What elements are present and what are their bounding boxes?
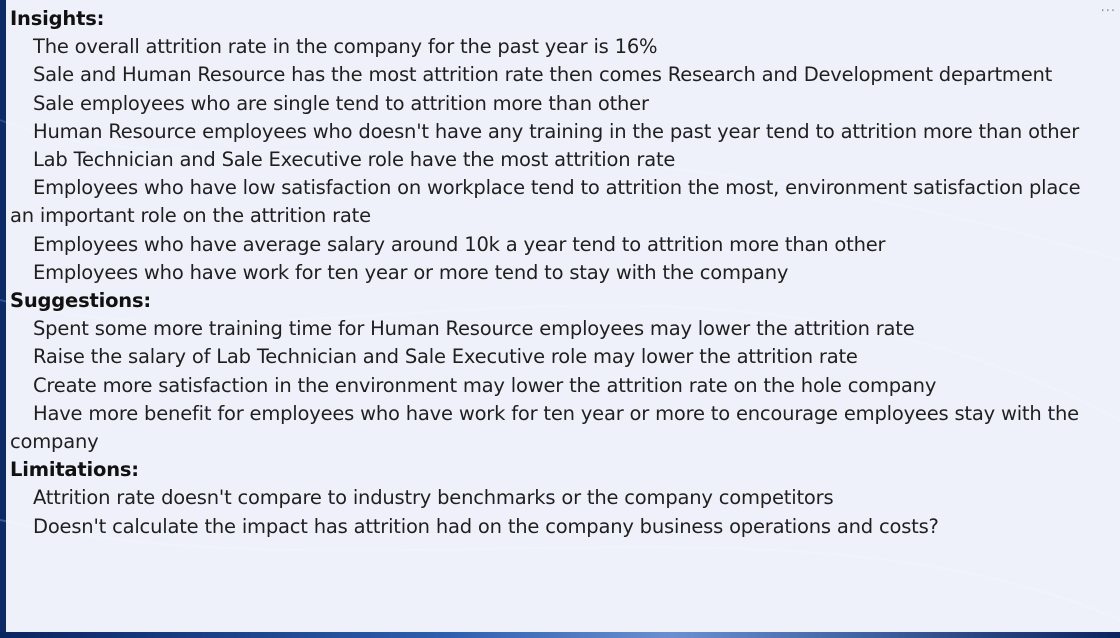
suggestions-heading: Suggestions: [10, 289, 151, 313]
suggestion-item: Create more satisfaction in the environm… [33, 373, 937, 397]
limitations-heading: Limitations: [10, 458, 139, 482]
limitation-item: Attrition rate doesn't compare to indust… [33, 486, 834, 510]
suggestion-item: Spent some more training time for Human … [33, 317, 915, 341]
limitation-item: Doesn't calculate the impact has attriti… [33, 514, 939, 538]
suggestion-item: Raise the salary of Lab Technician and S… [33, 345, 858, 369]
insight-item: Sale and Human Resource has the most att… [33, 63, 1053, 87]
insights-text-box[interactable]: ··· Insights: The overall attrition rate… [6, 0, 1120, 632]
insight-item: Human Resource employees who doesn't hav… [33, 119, 1080, 143]
insight-item: Employees who have work for ten year or … [33, 260, 789, 284]
more-options-icon[interactable]: ··· [1100, 4, 1116, 19]
insight-item: Sale employees who are single tend to at… [33, 91, 649, 115]
insights-heading: Insights: [10, 7, 105, 30]
insight-item: Employees who have low satisfaction on w… [10, 176, 1081, 228]
insight-item: The overall attrition rate in the compan… [33, 35, 658, 59]
insight-item: Employees who have average salary around… [33, 232, 886, 256]
bottom-decoration-strip [0, 632, 1120, 638]
suggestion-item: Have more benefit for employees who have… [10, 401, 1079, 454]
insight-item: Lab Technician and Sale Executive role h… [33, 148, 676, 172]
